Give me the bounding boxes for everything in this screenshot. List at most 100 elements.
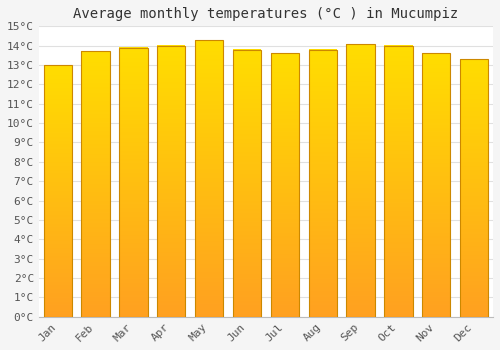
- Bar: [44, 136, 72, 138]
- Bar: [270, 123, 299, 125]
- Bar: [44, 314, 72, 316]
- Bar: [233, 242, 261, 243]
- Bar: [82, 302, 110, 303]
- Bar: [233, 291, 261, 293]
- Bar: [270, 307, 299, 309]
- Bar: [44, 252, 72, 254]
- Bar: [233, 156, 261, 158]
- Bar: [384, 135, 412, 136]
- Bar: [346, 130, 375, 131]
- Bar: [270, 155, 299, 156]
- Bar: [346, 101, 375, 103]
- Bar: [460, 287, 488, 288]
- Bar: [233, 313, 261, 314]
- Bar: [460, 259, 488, 260]
- Bar: [308, 224, 337, 226]
- Bar: [195, 152, 224, 153]
- Bar: [460, 306, 488, 308]
- Bar: [346, 258, 375, 259]
- Bar: [44, 279, 72, 280]
- Bar: [195, 81, 224, 83]
- Bar: [460, 282, 488, 283]
- Bar: [119, 171, 148, 173]
- Bar: [157, 173, 186, 174]
- Bar: [346, 214, 375, 216]
- Bar: [119, 105, 148, 107]
- Bar: [384, 260, 412, 261]
- Bar: [270, 203, 299, 205]
- Bar: [270, 170, 299, 172]
- Bar: [384, 138, 412, 139]
- Bar: [82, 171, 110, 172]
- Bar: [422, 161, 450, 163]
- Bar: [44, 232, 72, 234]
- Bar: [270, 152, 299, 154]
- Bar: [119, 169, 148, 170]
- Bar: [44, 298, 72, 299]
- Bar: [460, 130, 488, 131]
- Bar: [157, 88, 186, 89]
- Bar: [44, 167, 72, 168]
- Bar: [460, 126, 488, 127]
- Bar: [270, 245, 299, 247]
- Bar: [346, 134, 375, 135]
- Bar: [346, 79, 375, 81]
- Bar: [460, 157, 488, 159]
- Bar: [460, 199, 488, 201]
- Bar: [195, 109, 224, 111]
- Bar: [157, 101, 186, 103]
- Bar: [157, 75, 186, 77]
- Bar: [119, 220, 148, 221]
- Bar: [157, 139, 186, 141]
- Bar: [308, 52, 337, 54]
- Bar: [233, 252, 261, 254]
- Bar: [233, 244, 261, 246]
- Bar: [44, 202, 72, 203]
- Bar: [82, 160, 110, 162]
- Bar: [44, 267, 72, 269]
- Bar: [384, 89, 412, 90]
- Bar: [195, 63, 224, 65]
- Bar: [157, 97, 186, 98]
- Bar: [233, 108, 261, 110]
- Bar: [119, 73, 148, 75]
- Bar: [119, 292, 148, 294]
- Bar: [422, 119, 450, 120]
- Bar: [422, 309, 450, 310]
- Bar: [308, 311, 337, 313]
- Bar: [44, 118, 72, 119]
- Bar: [308, 124, 337, 126]
- Bar: [384, 58, 412, 59]
- Bar: [82, 217, 110, 219]
- Bar: [460, 224, 488, 225]
- Bar: [422, 226, 450, 227]
- Bar: [270, 211, 299, 213]
- Bar: [422, 97, 450, 98]
- Bar: [460, 253, 488, 255]
- Bar: [233, 133, 261, 135]
- Bar: [157, 272, 186, 273]
- Bar: [44, 206, 72, 207]
- Bar: [82, 304, 110, 306]
- Bar: [422, 140, 450, 142]
- Bar: [82, 310, 110, 312]
- Bar: [157, 230, 186, 231]
- Bar: [422, 215, 450, 217]
- Bar: [308, 218, 337, 219]
- Bar: [346, 55, 375, 56]
- Bar: [346, 216, 375, 217]
- Bar: [422, 313, 450, 314]
- Bar: [119, 233, 148, 235]
- Bar: [157, 108, 186, 109]
- Bar: [44, 217, 72, 219]
- Bar: [422, 115, 450, 117]
- Bar: [422, 257, 450, 259]
- Bar: [195, 78, 224, 80]
- Bar: [157, 260, 186, 261]
- Bar: [346, 91, 375, 93]
- Bar: [460, 148, 488, 149]
- Bar: [460, 69, 488, 71]
- Bar: [195, 200, 224, 202]
- Bar: [119, 53, 148, 54]
- Bar: [157, 62, 186, 63]
